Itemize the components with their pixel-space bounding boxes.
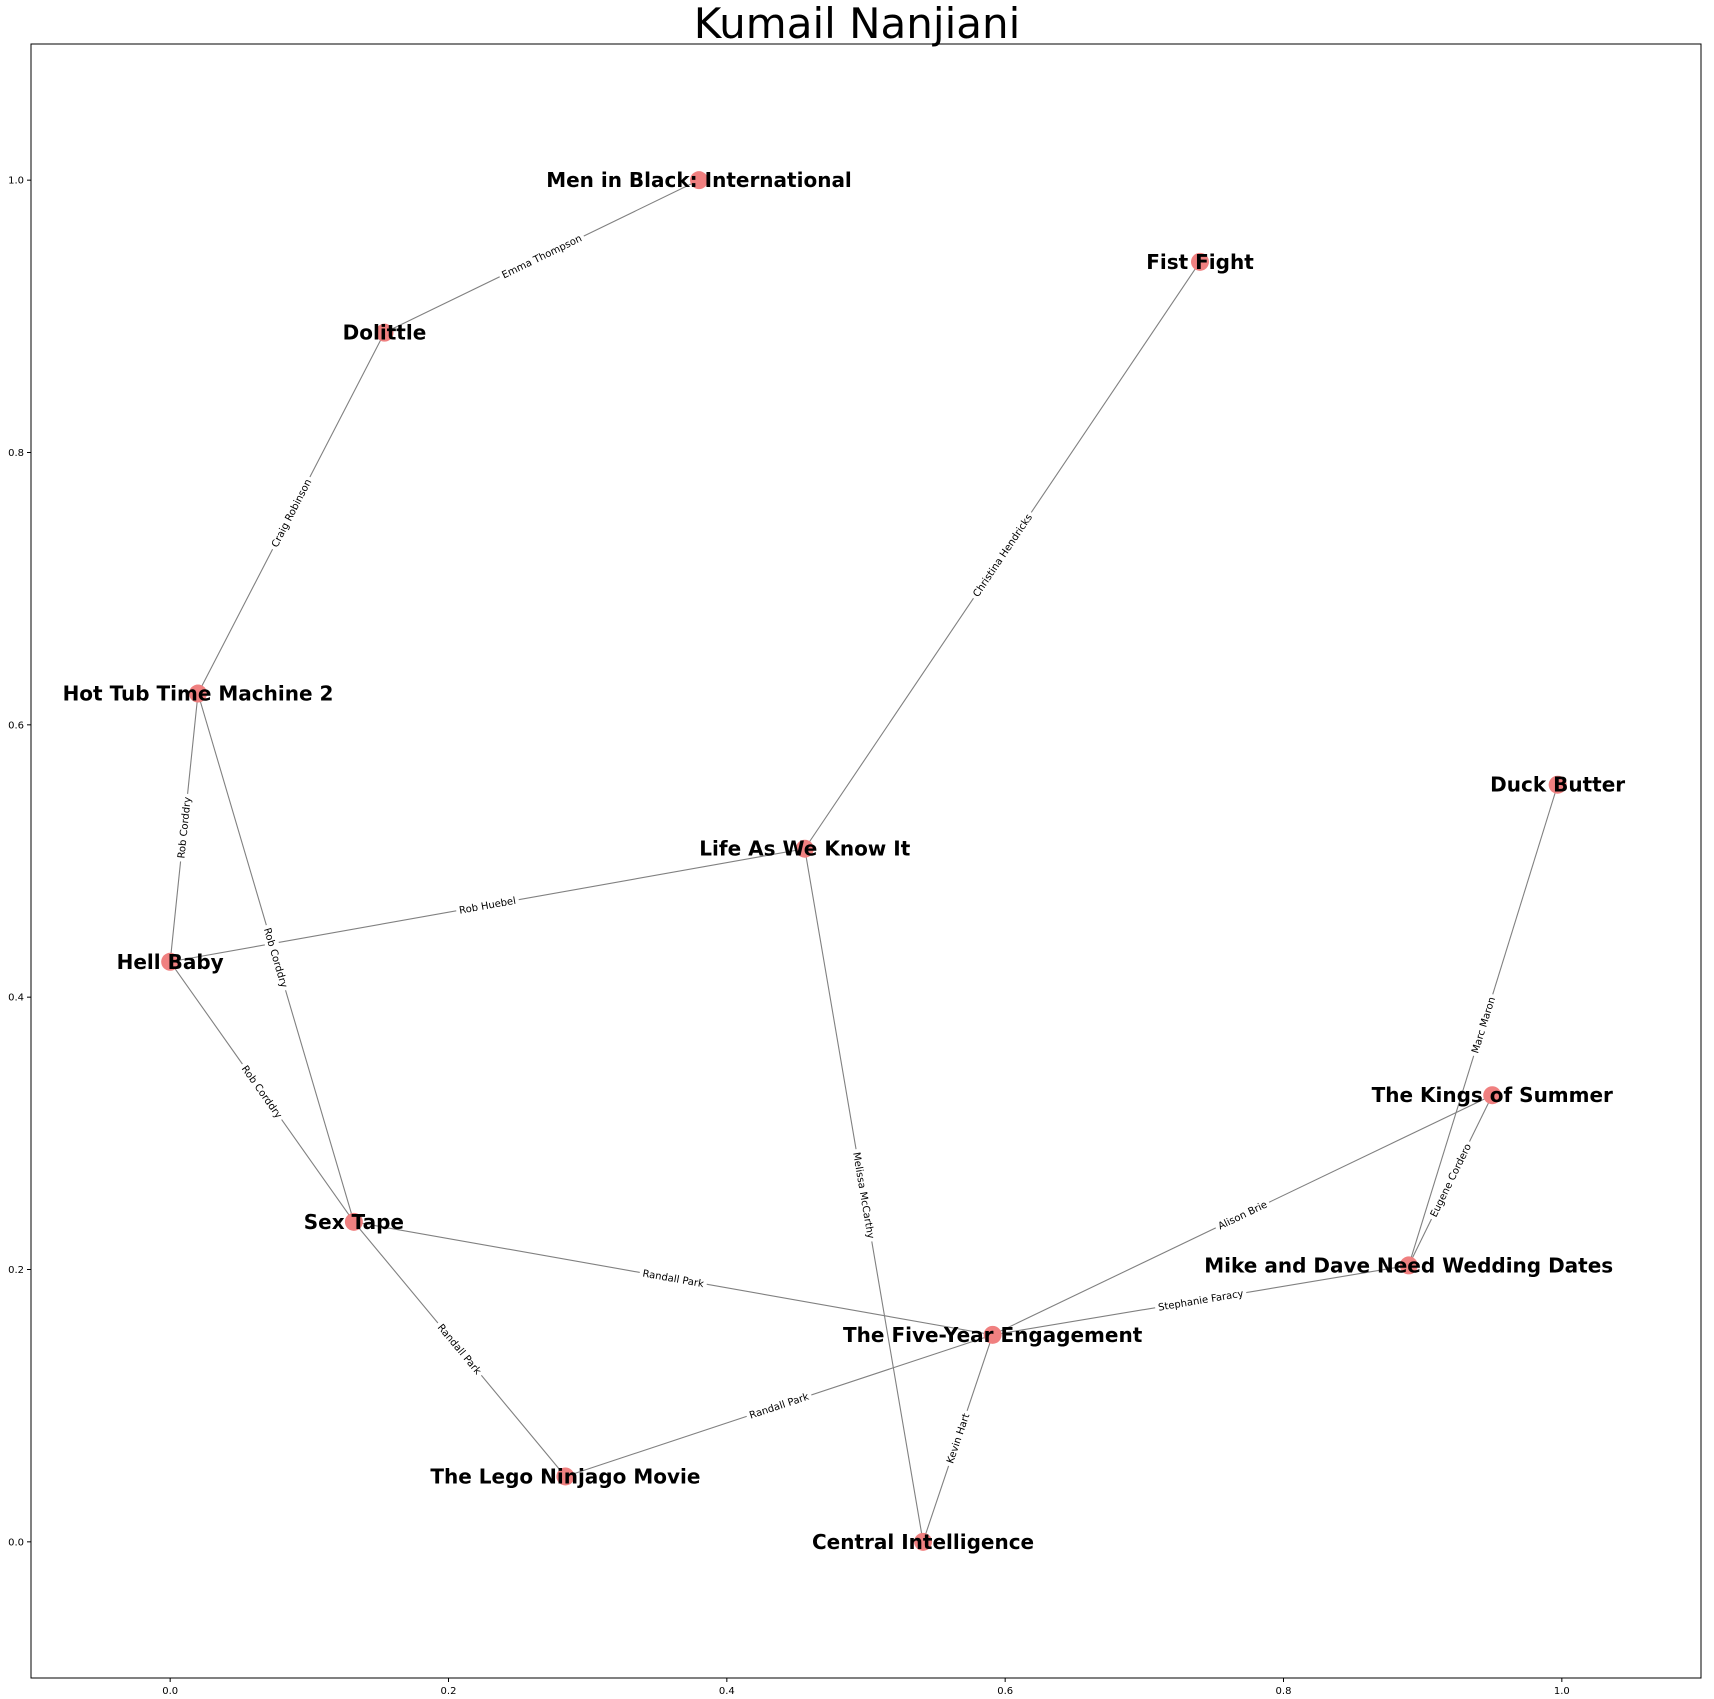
edge-label: Rob Corddry (239, 1064, 284, 1121)
node-lego (556, 1467, 575, 1486)
node-label-mikedave: Mike and Dave Need Wedding Dates (1204, 1253, 1613, 1277)
edge-label-background (941, 1408, 974, 1469)
edge-label-background (455, 892, 520, 918)
y-axis: 0.0 0.2 0.4 0.6 0.8 1.0 (8, 176, 31, 1548)
edge-label-background (744, 1388, 814, 1424)
edge-label-background (1466, 992, 1500, 1058)
node-label-duckbutter: Duck Butter (1490, 773, 1625, 797)
node-label-dolittle: Dolittle (343, 321, 427, 345)
edge-label-group: Christina Hendricks (967, 508, 1038, 603)
y-tick-label: 1.0 (8, 176, 24, 187)
edge-label: Christina Hendricks (971, 512, 1035, 599)
x-tick-label: 0.0 (162, 1686, 178, 1697)
x-tick-label: 0.4 (719, 1686, 735, 1697)
edge-label-background (432, 1318, 487, 1380)
edge-label-group: Melissa McCarthy (849, 1147, 879, 1243)
edge-label: Rob Corddry (176, 796, 193, 859)
edge-label-background (638, 1265, 708, 1292)
node-mikedave (1399, 1256, 1418, 1275)
node-label-hellbaby: Hell Baby (117, 950, 224, 974)
node-label-lifeas: Life As We Know It (699, 837, 910, 861)
edge-label-group: Rob Huebel (455, 892, 520, 918)
x-tick-label: 0.2 (441, 1686, 457, 1697)
node-label-fistfight: Fist Fight (1146, 250, 1254, 274)
node-label-central: Central Intelligence (812, 1530, 1034, 1554)
node-hellbaby (161, 952, 180, 971)
y-tick-label: 0.2 (8, 1265, 24, 1276)
y-tick-label: 0.6 (8, 720, 24, 731)
edge-label-group: Emma Thompson (496, 229, 587, 284)
edge-label-group: Stephanie Faracy (1154, 1285, 1248, 1315)
edge-label-background (173, 793, 195, 863)
node-labels-layer: Men in Black: International Dolittle Fist … (63, 168, 1626, 1554)
node-fistfight (1191, 252, 1209, 271)
edge-label-group: Randall Park (432, 1318, 487, 1380)
node-sextape (344, 1212, 363, 1231)
node-fiveyear (983, 1325, 1002, 1344)
x-tick-label: 1.0 (1554, 1686, 1570, 1697)
node-duckbutter (1548, 775, 1567, 794)
edge-label-group: Marc Maron (1466, 992, 1500, 1058)
edge-label-background (849, 1147, 879, 1243)
node-label-lego: The Lego Ninjago Movie (430, 1464, 700, 1488)
x-axis: 0.0 0.2 0.4 0.6 0.8 1.0 (162, 1678, 1570, 1697)
edge-label: Emma Thompson (500, 233, 583, 281)
edge-label-group: Randall Park (744, 1388, 814, 1424)
edge-label: Stephanie Faracy (1157, 1289, 1244, 1314)
node-kings (1483, 1086, 1502, 1105)
x-tick-label: 0.8 (1276, 1686, 1292, 1697)
node-hottub (189, 684, 207, 703)
edge-label-background (1425, 1138, 1476, 1223)
x-tick-label: 0.6 (997, 1686, 1013, 1697)
edge-label-group: Alison Brie (1212, 1195, 1273, 1235)
edge-label-group: Rob Corddry (259, 923, 293, 993)
edge-label: Craig Robinson (270, 478, 314, 550)
node-label-kings: The Kings of Summer (1372, 1083, 1613, 1107)
node-dolittle (375, 323, 394, 342)
y-tick-label: 0.4 (8, 993, 24, 1004)
node-mib (690, 171, 708, 190)
y-tick-label: 0.8 (8, 448, 24, 459)
edge-label-background (259, 923, 293, 993)
edge-label: Rob Corddry (261, 927, 289, 990)
edge-label-background (266, 473, 317, 553)
edge-label-background (1154, 1285, 1248, 1315)
node-label-hottub: Hot Tub Time Machine 2 (63, 682, 334, 706)
edge-label-group: Kevin Hart (941, 1408, 974, 1469)
edge-label-group: Randall Park (638, 1265, 708, 1292)
edge-label: Marc Maron (1470, 996, 1498, 1055)
chart-title: Kumail Nanjiani (694, 0, 1021, 48)
edge-label-background (236, 1060, 288, 1124)
nodes-layer (161, 171, 1567, 1551)
node-label-sextape: Sex Tape (304, 1210, 404, 1234)
node-label-fiveyear: The Five-Year Engagement (843, 1323, 1143, 1347)
edge-label-background (967, 508, 1038, 603)
edge-label: Melissa McCarthy (850, 1151, 876, 1239)
edge-label-group: Eugene Cordero (1425, 1138, 1476, 1223)
edge-label-background (1212, 1195, 1273, 1235)
edge-label-group: Rob Corddry (173, 793, 195, 863)
edge-label-group: Rob Corddry (236, 1060, 288, 1124)
plot-frame (30, 43, 1702, 1679)
node-label-mib: Men in Black: International (546, 168, 852, 192)
edge-label-group: Craig Robinson (266, 473, 317, 553)
y-tick-label: 0.0 (8, 1537, 24, 1548)
edge-label-background (496, 229, 587, 284)
node-lifeas (795, 839, 814, 858)
edge-label: Randall Park (435, 1322, 483, 1377)
node-central (914, 1532, 933, 1551)
